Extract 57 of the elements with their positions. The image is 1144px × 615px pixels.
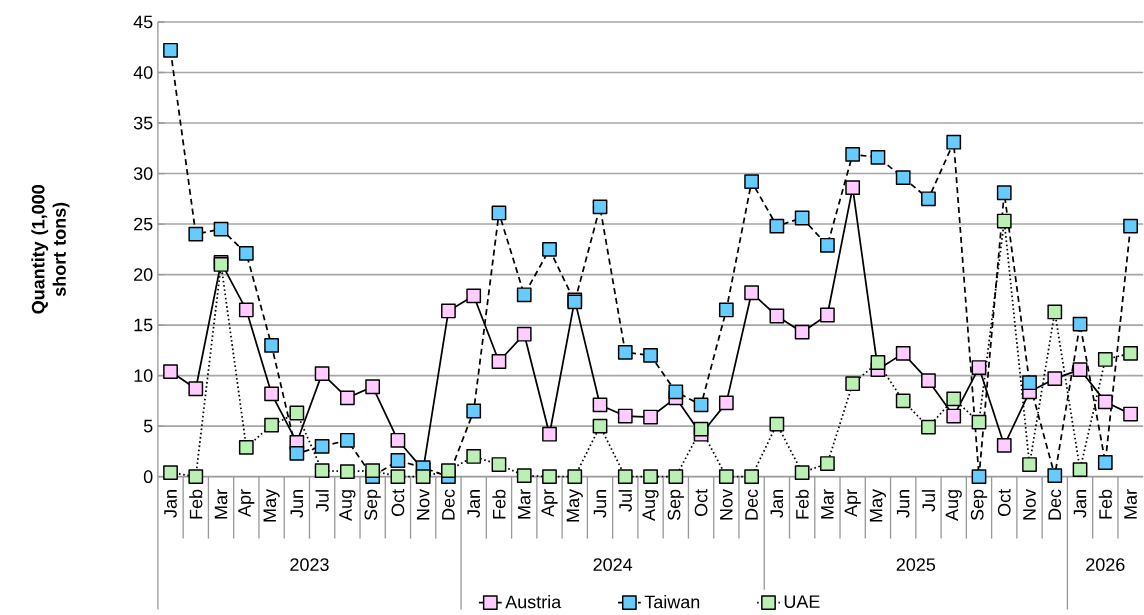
x-tick-label: Oct <box>391 488 405 516</box>
x-tick-label: Mar <box>517 489 531 519</box>
x-tick-label: Sep <box>667 489 684 520</box>
text: 2024 <box>593 558 633 571</box>
x-tick-label: Apr <box>541 489 558 517</box>
x-tick-label: Dec <box>442 489 455 520</box>
x-tick-label: Jun <box>593 489 607 518</box>
x-tick-label: Jul <box>315 489 329 512</box>
x-tick-label: May <box>869 488 886 522</box>
y-tick-label: 30 <box>133 166 153 180</box>
x-tick-label: Feb <box>795 489 809 519</box>
legend-label: UAE <box>784 595 820 608</box>
x-tick-label: Aug <box>339 489 356 521</box>
y-tick-label: 10 <box>134 369 153 382</box>
y-axis-title: Quantity (1,000 short tons) <box>31 184 70 314</box>
x-tick-label: May <box>263 488 280 522</box>
x-tick-label: Jan <box>164 489 177 518</box>
text: 2026 <box>1086 558 1125 571</box>
x-tick-label: Jun <box>290 489 304 518</box>
x-tick-label: Apr <box>844 489 861 517</box>
x-tick-label: Mar <box>1124 489 1137 519</box>
x-tick-label: Jul <box>921 489 936 512</box>
y-tick-label: 40 <box>133 65 153 79</box>
legend-label: Austria <box>505 594 562 609</box>
x-tick-label: Oct <box>694 488 708 516</box>
text: 2025 <box>896 558 936 571</box>
x-tick-label: Jun <box>896 489 910 518</box>
x-tick-label: Mar <box>214 489 228 519</box>
x-tick-label: Sep <box>364 489 381 520</box>
x-tick-label: Jan <box>467 489 480 518</box>
y-tick-label: 15 <box>134 318 153 332</box>
text: 2023 <box>290 558 329 571</box>
x-tick-label: Feb <box>1098 489 1112 519</box>
y-tick-label: 5 <box>143 419 153 433</box>
legend-label: Taiwan <box>644 594 700 609</box>
x-tick-label: Aug <box>642 489 659 521</box>
x-tick-label: Jul <box>618 489 632 512</box>
y-tick-label: 45 <box>133 15 153 29</box>
x-tick-label: Dec <box>745 489 758 520</box>
x-tick-label: Feb <box>492 489 506 519</box>
x-tick-label: Jan <box>770 489 784 518</box>
x-tick-label: Jan <box>1073 489 1087 518</box>
x-tick-label: Mar <box>821 489 834 519</box>
x-tick-label: Nov <box>1023 488 1036 520</box>
x-tick-label: Nov <box>720 488 733 520</box>
x-tick-label: Oct <box>997 488 1011 516</box>
x-tick-label: Apr <box>238 489 255 517</box>
x-tick-label: Dec <box>1048 489 1062 520</box>
x-tick-label: May <box>566 488 583 522</box>
x-tick-label: Aug <box>945 489 962 521</box>
x-tick-label: Sep <box>970 489 988 520</box>
y-tick-label: 20 <box>134 268 153 281</box>
y-tick-label: 0 <box>143 470 153 483</box>
y-tick-label: 35 <box>133 116 153 130</box>
y-tick-label: 25 <box>134 217 153 231</box>
x-tick-label: Nov <box>416 488 430 520</box>
x-tick-label: Feb <box>189 489 203 519</box>
